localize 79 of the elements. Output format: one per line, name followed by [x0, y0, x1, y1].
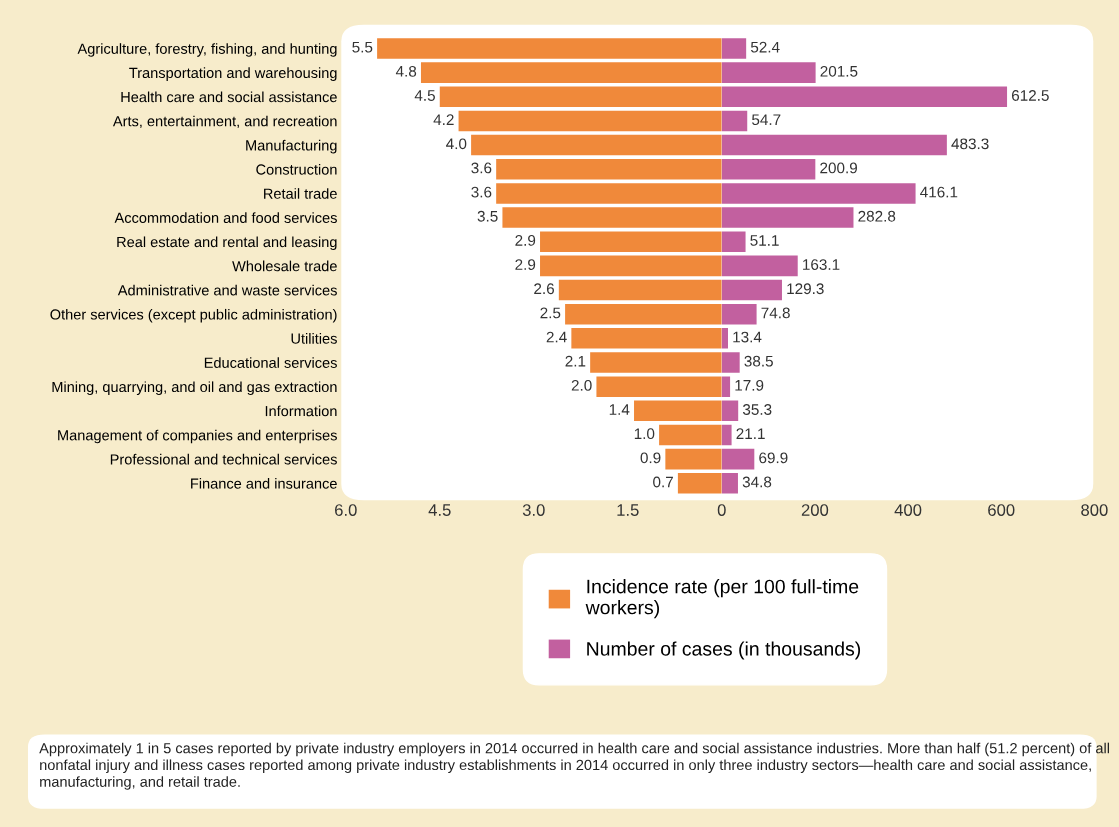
data-label: 5.5 [352, 41, 373, 53]
bar [721, 62, 816, 83]
y-tick-label: Real estate and rental and leasing [117, 236, 337, 251]
data-label: 2.5 [540, 307, 561, 319]
bar [721, 110, 748, 132]
y-tick-label: Health care and social assistance [121, 91, 337, 103]
data-label: 54.7 [752, 114, 781, 126]
y-tick-label: Transportation and warehousing [129, 67, 337, 81]
x-tick-label: 3.0 [522, 504, 545, 516]
bar [721, 400, 739, 422]
data-label: 2.4 [546, 331, 567, 343]
y-tick-label: Management of companies and enterprises [58, 429, 337, 444]
data-label: 416.1 [920, 186, 958, 198]
bar [721, 231, 746, 252]
y-tick-label: Retail trade [264, 188, 337, 199]
data-label: 4.0 [446, 138, 467, 150]
data-label: 1.4 [609, 404, 630, 415]
y-tick-label: Information [265, 405, 337, 417]
data-label: 3.5 [477, 210, 498, 222]
y-tick-label: Construction [256, 163, 337, 175]
x-tick-label: 1.5 [617, 504, 639, 516]
data-label: 4.2 [433, 114, 454, 125]
data-label: 51.1 [750, 235, 779, 246]
x-tick-label: 6.0 [335, 504, 357, 516]
bar [721, 352, 740, 373]
data-label: 282.8 [858, 210, 896, 222]
data-label: 612.5 [1011, 90, 1049, 101]
y-tick-label: Finance and insurance [191, 478, 337, 489]
x-tick-label: 400 [894, 504, 922, 516]
x-tick-label: 800 [1081, 504, 1108, 516]
data-label: 483.3 [951, 138, 989, 150]
y-tick-label: Professional and technical services [110, 453, 337, 465]
y-tick-label: Wholesale trade [232, 260, 337, 272]
data-label: 201.5 [820, 65, 858, 77]
data-label: 2.1 [565, 355, 586, 367]
data-label: 69.9 [759, 452, 788, 464]
data-label: 35.3 [742, 404, 772, 415]
data-label: 2.9 [515, 259, 536, 270]
bar [721, 38, 747, 59]
bar [721, 424, 732, 446]
y-tick-label: Utilities [291, 333, 337, 344]
data-label: 13.4 [733, 331, 762, 343]
data-label: 1.0 [634, 428, 655, 440]
y-tick-label: Administrative and waste services [117, 284, 337, 296]
data-label: 2.0 [571, 379, 592, 391]
legend-label: Incidence rate (per 100 full-time workers) [585, 579, 859, 619]
y-tick-label: Accommodation and food services [114, 212, 337, 223]
x-tick-label: 200 [801, 504, 829, 516]
data-label: 74.8 [761, 307, 790, 319]
data-label: 129.3 [787, 283, 824, 295]
data-label: 2.9 [515, 235, 536, 246]
bar [721, 376, 731, 397]
y-tick-label: Arts, entertainment, and recreation [112, 115, 337, 129]
x-tick-label: 0 [717, 504, 726, 516]
data-label: 4.8 [395, 65, 417, 77]
bar [721, 303, 757, 325]
y-tick-label: Mining, quarrying, and oil and gas extraction [52, 381, 337, 395]
bar [721, 328, 728, 349]
text: Approximately 1 in 5 cases reported by private industry employers in 2014 occurred in health care and social assistance industries. More than half (51.2 percent) of all nonfatal injury and illness cases reported among private industry establishments in 2014 occurred in only three industry sectors—health care and social assistance, manufacturing, and retail trade. [39, 742, 1109, 790]
y-tick-label: Other services (except public administration) [50, 308, 337, 323]
data-label: 2.6 [534, 283, 554, 295]
y-tick-label: Agriculture, forestry, fishing, and hunting [77, 43, 337, 57]
data-label: 34.8 [742, 476, 772, 488]
data-label: 52.4 [750, 41, 780, 53]
data-label: 4.5 [414, 90, 435, 101]
data-label: 0.7 [653, 476, 673, 488]
data-label: 0.9 [640, 452, 661, 464]
x-tick-label: 600 [988, 504, 1015, 516]
y-tick-label: Educational services [204, 357, 337, 368]
data-label: 38.5 [744, 355, 773, 367]
data-label: 200.9 [820, 162, 858, 174]
x-tick-label: 4.5 [428, 504, 451, 516]
data-label: 163.1 [803, 259, 840, 270]
data-label: 3.6 [471, 162, 492, 174]
data-label: 17.9 [735, 379, 764, 391]
y-tick-label: Manufacturing [246, 139, 337, 154]
data-label: 3.6 [471, 186, 492, 198]
legend-label: Number of cases (in thousands) [587, 641, 861, 660]
data-label: 21.1 [736, 428, 765, 439]
